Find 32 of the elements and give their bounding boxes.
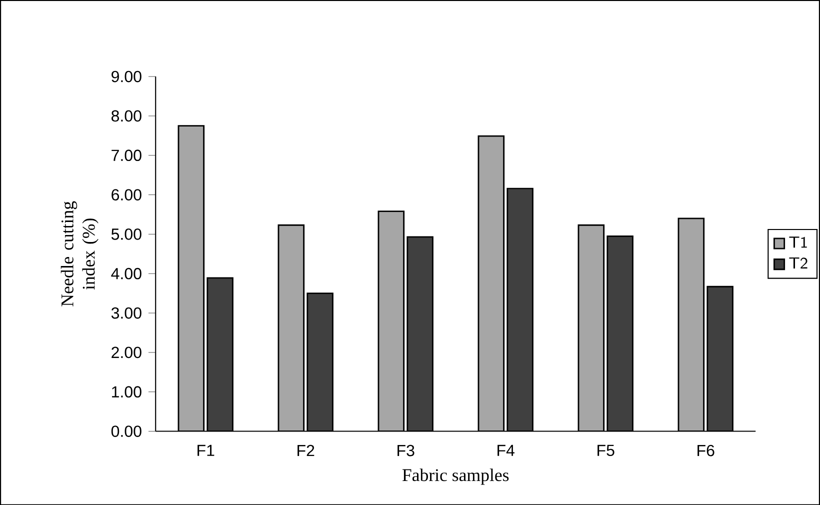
bar — [606, 235, 634, 432]
bar — [306, 292, 334, 432]
y-tick-label: 0.00 — [111, 425, 142, 437]
y-tick-label: 1.00 — [112, 386, 142, 398]
x-tick-label: F2 — [298, 444, 314, 456]
bar — [378, 210, 405, 432]
x-tick-label: F5 — [598, 444, 614, 456]
y-tick-label: 6.00 — [112, 188, 142, 200]
legend-label: T2 — [789, 257, 808, 268]
x-axis-title: Fabric samples — [402, 468, 509, 485]
bar — [178, 124, 205, 432]
x-tick-label: F1 — [198, 444, 214, 456]
bar — [206, 277, 234, 432]
legend-label: T1 — [789, 236, 807, 248]
bar — [278, 224, 305, 432]
y-tick-label: 2.00 — [112, 346, 142, 358]
y-tick-label: 8.00 — [112, 110, 142, 122]
bar — [578, 224, 605, 432]
x-tick-label: F6 — [698, 444, 714, 456]
y-tick-label: 7.00 — [112, 150, 142, 161]
y-tick-label: 4.00 — [111, 268, 142, 280]
bar — [706, 286, 734, 432]
bar — [506, 188, 534, 432]
x-tick-label: F3 — [398, 444, 414, 456]
x-tick-label: F4 — [498, 444, 514, 456]
y-tick-label: 3.00 — [111, 307, 142, 319]
y-tick-label: 5.00 — [111, 228, 142, 240]
y-tick-label: 9.00 — [112, 70, 142, 82]
bar — [478, 135, 505, 432]
bar — [678, 218, 705, 432]
bar — [406, 236, 434, 432]
y-axis-title: Needle cutting index (%) — [60, 201, 98, 306]
